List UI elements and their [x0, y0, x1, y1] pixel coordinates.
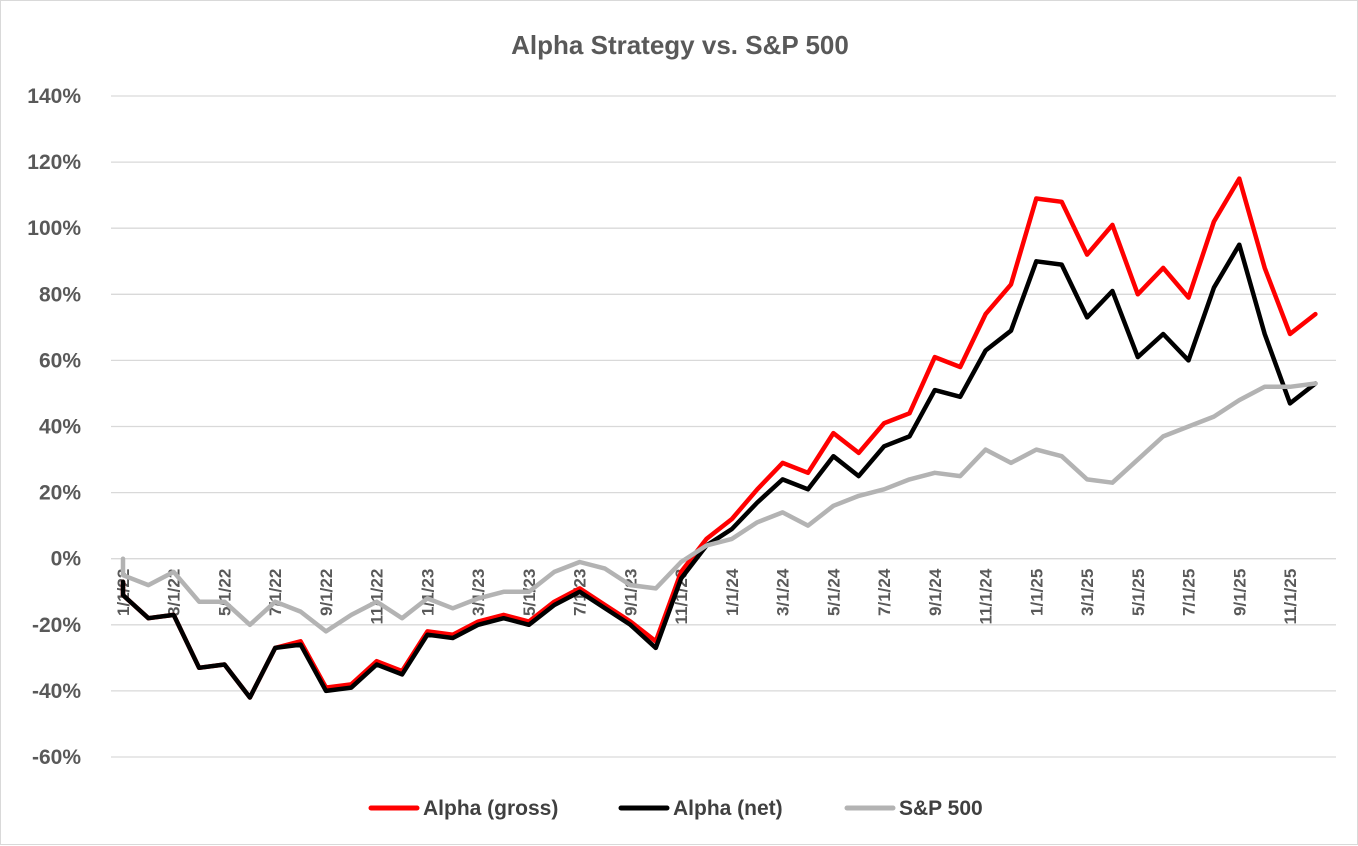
series-line-alpha-gross: [120, 176, 1318, 700]
y-tick-label: 0%: [51, 548, 82, 571]
x-tick-label: 1/1/25: [1027, 569, 1046, 616]
x-tick-label: 9/1/22: [317, 569, 336, 616]
x-tick-label: 11/1/22: [368, 569, 387, 625]
x-tick-label: 5/1/24: [824, 568, 843, 616]
x-tick-label: 3/1/23: [469, 569, 488, 616]
chart-title: Alpha Strategy vs. S&P 500: [511, 30, 849, 60]
x-tick-label: 5/1/25: [1129, 569, 1148, 616]
x-tick-label: 7/1/24: [875, 568, 894, 616]
x-tick-label: 1/1/24: [723, 568, 742, 616]
legend: Alpha (gross) Alpha (net) S&P 500: [368, 797, 983, 820]
x-tick-label: 1/1/23: [418, 569, 437, 616]
x-tick-label: 9/1/23: [621, 569, 640, 616]
y-tick-label: -60%: [32, 746, 81, 769]
x-tick-label: 9/1/25: [1230, 569, 1249, 616]
y-tick-label: -40%: [32, 680, 81, 703]
y-tick-label: 20%: [39, 482, 81, 505]
y-tick-label: 40%: [39, 416, 81, 439]
x-tick-label: 11/1/24: [977, 568, 996, 624]
series-line-s-p-500: [120, 381, 1318, 634]
legend-label: Alpha (net): [673, 797, 783, 820]
legend-label: S&P 500: [899, 797, 983, 820]
x-axis-ticks: 1/1/22 3/1/22 5/1/22 7/1/22 9/1/22 11/1/22 1/1…: [114, 568, 1300, 624]
legend-label: Alpha (gross): [423, 797, 558, 820]
y-tick-label: 80%: [39, 283, 81, 306]
series-line-alpha-net: [120, 242, 1318, 700]
x-tick-label: 11/1/25: [1281, 569, 1300, 625]
y-tick-label: 120%: [27, 151, 81, 174]
y-tick-label: 60%: [39, 349, 81, 372]
y-axis-ticks: 140% 120% 100% 80% 60% 40% 20% 0% -20% -40% -60%: [27, 85, 81, 769]
x-tick-label: 3/1/25: [1078, 569, 1097, 616]
x-tick-label: 9/1/24: [926, 568, 945, 616]
y-tick-label: 140%: [27, 85, 81, 108]
series-lines: [120, 176, 1318, 700]
x-tick-label: 7/1/25: [1180, 569, 1199, 616]
gridlines: [111, 95, 1336, 758]
y-tick-label: 100%: [27, 217, 81, 240]
x-tick-label: 3/1/24: [774, 568, 793, 616]
y-tick-label: -20%: [32, 614, 81, 637]
